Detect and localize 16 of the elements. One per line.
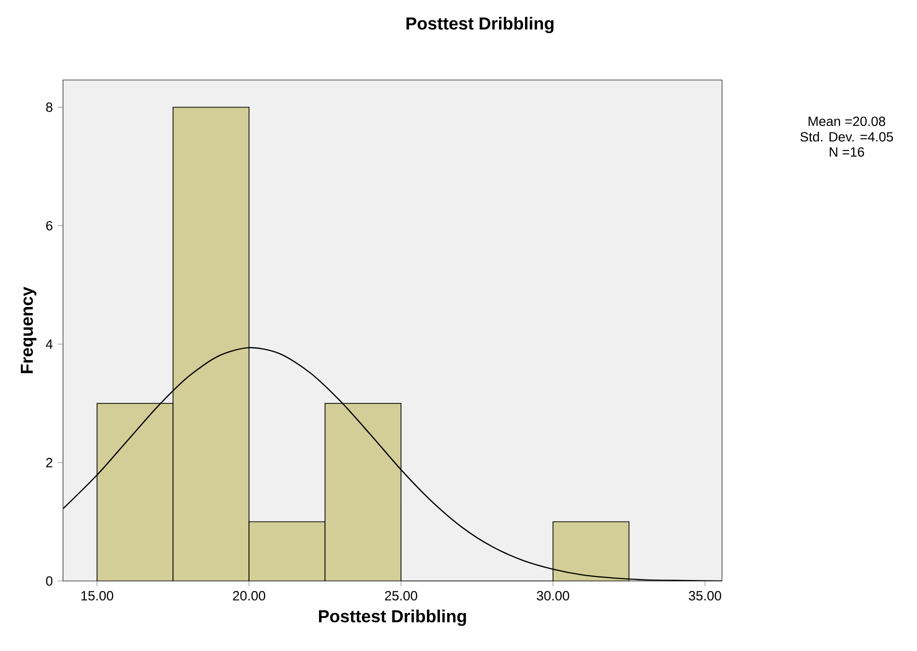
y-tick-label: 8 [46, 102, 52, 112]
x-tick-label: 30.00 [536, 591, 570, 600]
y-axis-title: Frequency [20, 286, 36, 374]
x-tick-label: 20.00 [233, 591, 266, 600]
x-axis-title: Posttest Dribbling [319, 610, 466, 626]
x-tick-label: 15.00 [81, 591, 114, 600]
y-tick-label: 4 [46, 340, 53, 349]
y-tick-label: 6 [46, 220, 52, 230]
text: Std. Dev. =4.05 [800, 132, 893, 142]
text: Mean =20.08 [808, 116, 886, 126]
x-tick-label: 35.00 [688, 591, 722, 600]
chart-title: Posttest Dribbling [406, 16, 554, 34]
y-tick-label: 2 [46, 458, 52, 468]
x-tick-label: 25.00 [385, 591, 418, 600]
text: N =16 [830, 147, 864, 157]
y-tick-label: 0 [46, 576, 52, 586]
